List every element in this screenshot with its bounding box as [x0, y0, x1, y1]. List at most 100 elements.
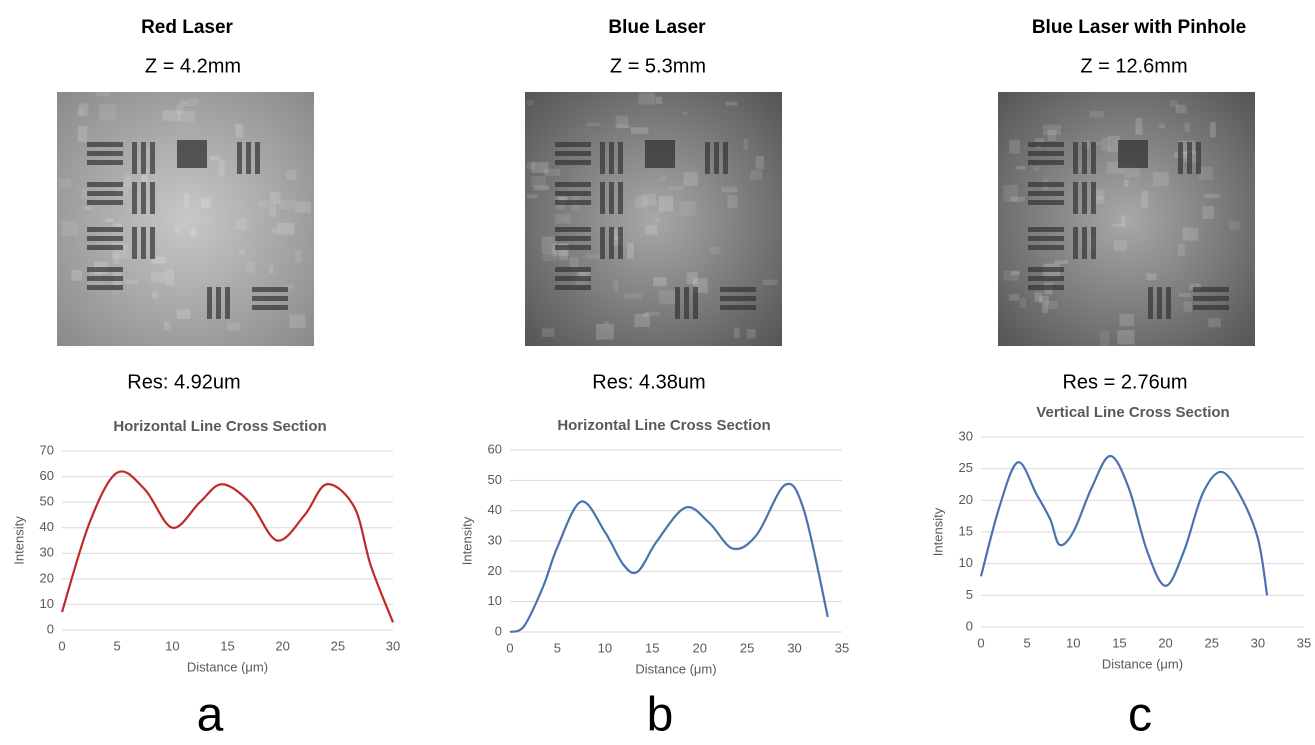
image-texture — [1208, 318, 1221, 328]
image-background — [525, 92, 782, 346]
image-texture — [163, 321, 171, 331]
test-bar — [255, 142, 260, 174]
image-texture — [1010, 196, 1025, 202]
y-tick-label: 30 — [488, 532, 502, 547]
y-tick-label: 5 — [966, 587, 973, 602]
test-bar — [1193, 296, 1229, 301]
test-bar — [87, 151, 123, 156]
image-texture — [655, 218, 660, 223]
x-tick-label: 15 — [645, 640, 659, 655]
image-texture — [1169, 99, 1178, 107]
image-texture — [527, 99, 534, 106]
image-texture — [125, 279, 139, 284]
image-texture — [555, 213, 571, 224]
test-bar — [1073, 142, 1078, 174]
z-distance: Z = 12.6mm — [1080, 55, 1187, 77]
image-texture — [526, 162, 536, 170]
image-texture — [667, 186, 684, 190]
test-bar — [1157, 287, 1162, 319]
test-bar — [1091, 182, 1096, 214]
image-texture — [533, 185, 549, 191]
image-texture — [227, 322, 240, 331]
x-axis-label: Distance (μm) — [187, 659, 268, 674]
test-bar — [618, 227, 623, 259]
y-tick-label: 10 — [40, 596, 54, 611]
test-square — [645, 140, 675, 168]
image-texture — [1034, 138, 1045, 143]
test-bar — [1073, 227, 1078, 259]
image-texture — [105, 218, 114, 222]
image-texture — [627, 242, 634, 259]
image-texture — [258, 200, 269, 207]
test-bar — [1028, 236, 1064, 241]
image-texture — [1094, 141, 1103, 145]
x-tick-label: 5 — [1024, 635, 1031, 650]
test-bar — [150, 227, 155, 259]
test-bar — [1028, 285, 1064, 290]
image-texture — [268, 265, 274, 274]
image-texture — [655, 96, 663, 104]
y-tick-label: 0 — [495, 623, 502, 638]
image-texture — [659, 176, 666, 181]
image-texture — [1112, 223, 1125, 228]
resolution: Res = 2.76um — [1062, 371, 1187, 393]
resolution: Res: 4.38um — [592, 371, 705, 393]
image-texture — [58, 178, 71, 188]
image-texture — [595, 323, 614, 340]
image-texture — [1089, 110, 1104, 118]
test-bar — [555, 191, 591, 196]
test-bar — [87, 236, 123, 241]
image-texture — [276, 222, 295, 235]
image-texture — [755, 155, 765, 170]
image-texture — [183, 193, 190, 209]
test-bar — [1193, 305, 1229, 310]
image-texture — [269, 204, 277, 217]
y-tick-label: 30 — [40, 545, 54, 560]
image-texture — [743, 139, 749, 150]
image-texture — [1002, 184, 1019, 202]
test-bar — [705, 142, 710, 174]
image-texture — [686, 272, 698, 285]
test-bar — [87, 245, 123, 250]
image-texture — [746, 329, 756, 339]
chart-title: Horizontal Line Cross Section — [113, 418, 326, 435]
test-bar — [720, 287, 756, 292]
image-texture — [271, 228, 277, 234]
image-texture — [1159, 123, 1166, 129]
test-bar — [87, 191, 123, 196]
y-tick-label: 70 — [40, 442, 54, 457]
x-tick-label: 30 — [1251, 635, 1265, 650]
test-bar — [555, 227, 591, 232]
test-bar — [720, 296, 756, 301]
x-tick-label: 0 — [58, 638, 65, 653]
x-tick-label: 15 — [220, 638, 234, 653]
image-texture — [762, 279, 778, 286]
image-texture — [1041, 303, 1048, 314]
image-texture — [141, 169, 148, 185]
image-texture — [653, 277, 667, 287]
images — [57, 92, 1255, 348]
image-texture — [71, 269, 82, 281]
test-bar — [252, 287, 288, 292]
test-bar — [1091, 227, 1096, 259]
image-texture — [659, 290, 677, 305]
test-bar — [1028, 245, 1064, 250]
x-tick-label: 25 — [740, 640, 754, 655]
image-texture — [1039, 295, 1049, 303]
test-bar — [87, 142, 123, 147]
test-bar — [714, 142, 719, 174]
image-texture — [725, 101, 738, 106]
image-texture — [658, 195, 673, 212]
x-tick-label: 25 — [331, 638, 345, 653]
image-texture — [1043, 124, 1061, 136]
image-texture — [284, 284, 294, 289]
image-texture — [1204, 194, 1221, 199]
image-texture — [1009, 139, 1020, 154]
image-texture — [613, 280, 619, 292]
panel-letter: a — [197, 689, 224, 740]
image-texture — [709, 246, 721, 254]
image-texture — [1210, 121, 1216, 138]
test-bar — [555, 245, 591, 250]
image-texture — [635, 196, 648, 209]
x-axis-label: Distance (μm) — [1102, 656, 1183, 671]
